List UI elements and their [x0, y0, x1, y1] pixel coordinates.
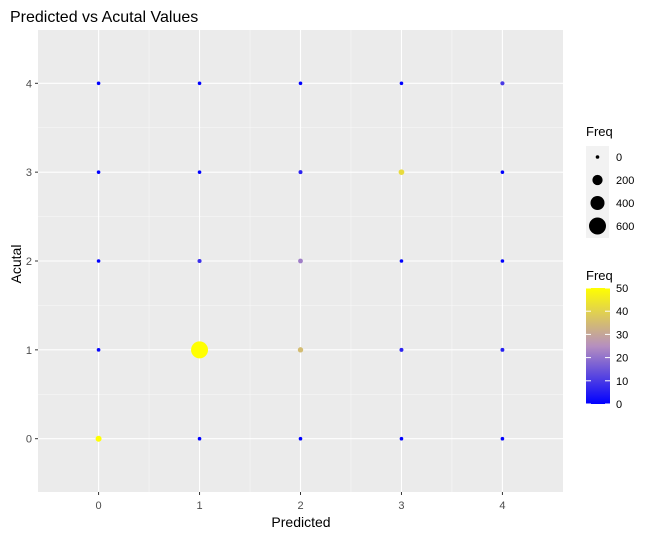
size-legend-key — [590, 195, 605, 211]
color-legend-label: 50 — [616, 283, 628, 295]
x-tick-label: 1 — [196, 500, 202, 512]
color-legend-label: 0 — [616, 399, 622, 411]
size-legend-label: 600 — [616, 221, 634, 233]
data-point — [298, 81, 303, 86]
color-legend-bar — [586, 288, 610, 404]
y-tick-label: 3 — [26, 167, 32, 179]
y-axis-ticks: 0 1 2 3 4 — [26, 78, 38, 446]
y-tick-label: 2 — [26, 256, 32, 268]
data-point — [95, 435, 102, 442]
data-point — [298, 436, 303, 441]
size-legend-label: 0 — [616, 152, 622, 164]
data-point — [500, 170, 505, 174]
data-points — [95, 81, 505, 442]
data-point — [96, 259, 101, 263]
x-tick-label: 4 — [499, 500, 505, 512]
y-axis-title: Acutal — [8, 245, 24, 284]
size-legend-label: 400 — [616, 198, 634, 210]
data-point — [399, 259, 404, 263]
color-legend-ticks: 0 10 20 30 40 50 — [586, 283, 628, 411]
data-point — [96, 170, 101, 174]
data-point — [399, 347, 404, 352]
data-point — [197, 258, 202, 264]
data-point — [96, 81, 101, 86]
data-point — [197, 436, 202, 441]
color-legend-label: 30 — [616, 329, 628, 341]
data-point — [191, 341, 209, 359]
data-point — [298, 258, 303, 264]
data-point — [297, 347, 304, 353]
data-point — [197, 170, 202, 174]
size-legend-label: 200 — [616, 175, 634, 187]
x-tick-label: 2 — [297, 500, 303, 512]
color-legend: Freq 0 10 20 30 40 50 — [586, 268, 628, 411]
data-point — [500, 81, 505, 86]
data-point — [96, 348, 101, 352]
size-legend-key — [589, 217, 606, 235]
x-tick-label: 0 — [96, 500, 102, 512]
x-tick-label: 3 — [398, 500, 404, 512]
y-tick-label: 1 — [26, 345, 32, 357]
data-point — [500, 259, 505, 263]
x-axis-ticks: 0 1 2 3 4 — [96, 492, 505, 512]
y-tick-label: 4 — [26, 78, 32, 90]
data-point — [399, 81, 404, 86]
data-point — [500, 436, 505, 441]
color-legend-label: 20 — [616, 353, 628, 365]
size-legend-keys: 0 200 400 600 — [586, 146, 634, 238]
data-point — [298, 170, 303, 175]
size-legend: Freq 0 200 400 600 — [586, 124, 634, 238]
chart-title: Predicted vs Acutal Values — [10, 9, 198, 26]
data-point — [197, 81, 202, 86]
y-tick-label: 0 — [26, 434, 32, 446]
data-point — [398, 169, 405, 175]
color-legend-label: 10 — [616, 376, 628, 388]
size-legend-key — [592, 174, 603, 186]
size-legend-key — [595, 155, 600, 159]
data-point — [399, 436, 404, 441]
color-legend-label: 40 — [616, 306, 628, 318]
x-axis-title: Predicted — [271, 514, 330, 530]
data-point — [500, 347, 505, 352]
size-legend-title: Freq — [586, 124, 613, 139]
color-legend-title: Freq — [586, 268, 613, 283]
